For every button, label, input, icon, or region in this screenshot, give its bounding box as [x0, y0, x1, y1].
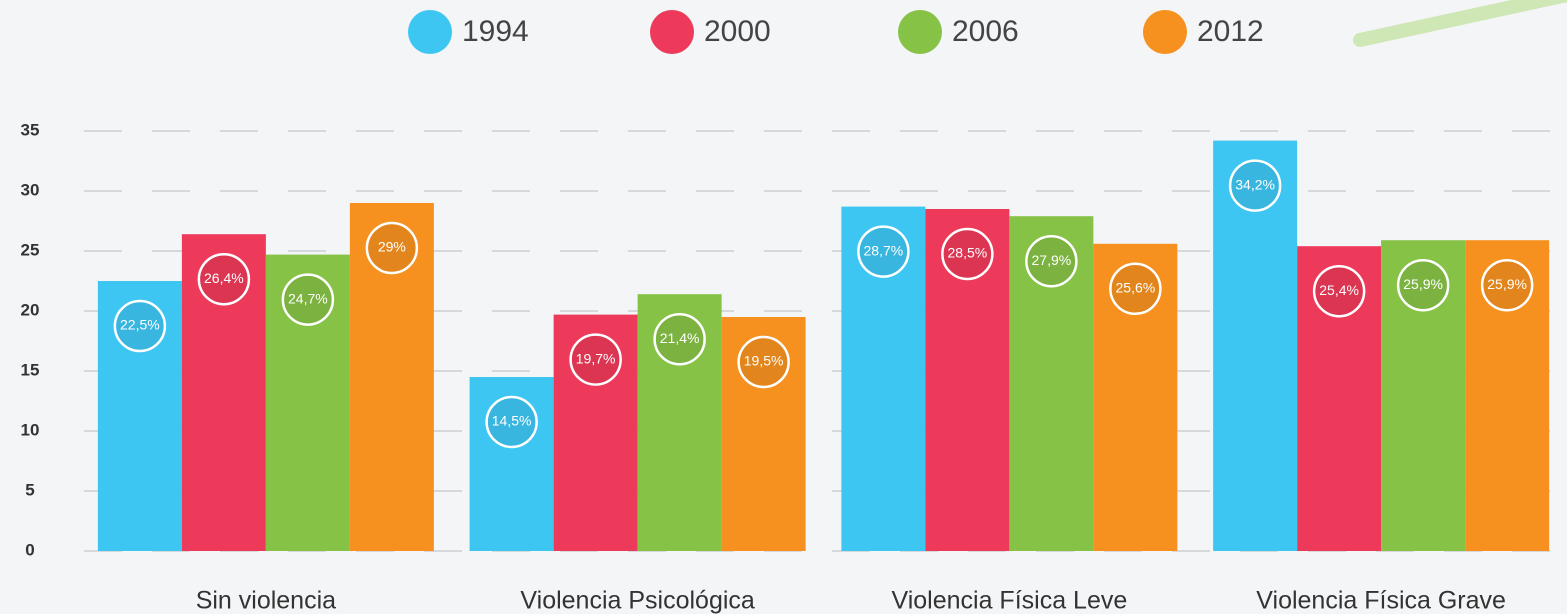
- value-label-ring: [281, 273, 335, 326]
- value-label-ring: [1480, 258, 1534, 312]
- value-label: 28,7%: [864, 242, 904, 258]
- value-label-ring: [365, 221, 419, 275]
- bar: [721, 317, 806, 551]
- bar: [1465, 240, 1550, 551]
- legend-label: 2000: [704, 15, 771, 48]
- y-tick-label: 20: [21, 300, 40, 319]
- y-tick-label: 5: [25, 480, 34, 499]
- value-label-ring: [1228, 159, 1282, 212]
- value-label: 26,4%: [204, 270, 244, 286]
- legend-label: 1994: [462, 15, 529, 48]
- value-label-ring: [1109, 262, 1162, 316]
- value-label: 27,9%: [1032, 252, 1072, 268]
- bar: [469, 377, 554, 551]
- legend-swatch: [650, 10, 694, 54]
- value-label-ring: [1396, 258, 1450, 312]
- value-label-ring: [197, 252, 251, 306]
- value-label-ring: [113, 299, 167, 353]
- value-label: 21,4%: [660, 330, 700, 346]
- value-label: 22,5%: [120, 317, 160, 333]
- decoration: [1353, 0, 1567, 47]
- legend-label: 2012: [1197, 15, 1264, 48]
- legend-swatch: [1143, 10, 1187, 54]
- value-label: 28,5%: [948, 245, 988, 261]
- y-tick-label: 25: [21, 240, 40, 259]
- y-tick-label: 0: [25, 540, 34, 559]
- bar: [553, 314, 638, 551]
- y-tick-label: 10: [21, 420, 40, 439]
- value-label: 29%: [378, 239, 406, 255]
- value-label: 25,4%: [1319, 282, 1359, 298]
- y-tick-label: 30: [21, 180, 40, 199]
- value-label-ring: [485, 395, 538, 449]
- value-label: 24,7%: [288, 290, 328, 306]
- bar: [1009, 216, 1094, 551]
- value-label-ring: [1312, 264, 1366, 318]
- x-tick-label: Violencia Física Grave: [1256, 587, 1506, 614]
- bar: [181, 234, 266, 551]
- bar: [925, 209, 1010, 551]
- value-label: 14,5%: [492, 413, 532, 429]
- y-tick-label: 15: [21, 360, 40, 379]
- legend-swatch: [898, 10, 942, 54]
- bar: [349, 203, 434, 551]
- value-label: 25,9%: [1403, 276, 1443, 292]
- x-tick-label: Violencia Física Leve: [891, 587, 1127, 614]
- legend-label: 2006: [952, 15, 1019, 48]
- value-label: 25,9%: [1487, 276, 1527, 292]
- value-label: 34,2%: [1235, 176, 1275, 192]
- value-label-ring: [857, 225, 910, 278]
- bar: [637, 294, 722, 551]
- legend-swatch: [408, 10, 452, 54]
- value-label: 19,5%: [744, 353, 784, 369]
- bar: [265, 254, 350, 551]
- value-label: 25,6%: [1116, 280, 1156, 296]
- value-label: 19,7%: [576, 350, 616, 366]
- value-label-ring: [653, 312, 706, 366]
- bar: [1381, 240, 1466, 551]
- value-label-ring: [569, 333, 622, 386]
- x-tick-label: Sin violencia: [196, 587, 336, 614]
- bar: [1297, 246, 1382, 551]
- x-tick-label: Violencia Psicológica: [520, 587, 754, 614]
- value-label-ring: [737, 335, 790, 389]
- value-label-ring: [1025, 234, 1078, 288]
- bar: [97, 281, 182, 551]
- y-tick-label: 35: [21, 120, 40, 139]
- bar: [1093, 243, 1178, 552]
- bar: [1213, 140, 1298, 551]
- value-label-ring: [941, 227, 994, 281]
- bar: [841, 206, 926, 551]
